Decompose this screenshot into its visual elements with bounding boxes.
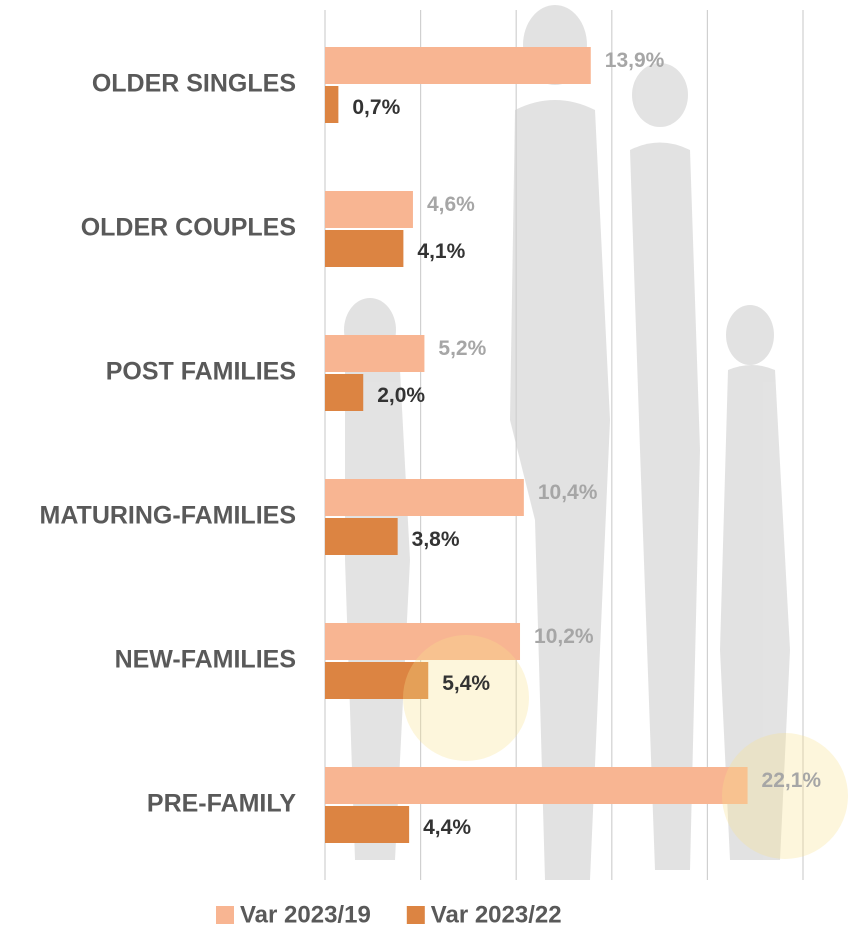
legend-swatch (216, 906, 234, 924)
value-label: 5,4% (442, 672, 490, 695)
value-label: 2,0% (377, 384, 425, 407)
chart: OLDER SINGLES 13,9% 0,7% OLDER COUPLES 4,6% 4… (0, 0, 848, 940)
value-label: 0,7% (352, 96, 400, 119)
bar (325, 335, 424, 372)
bar (325, 767, 748, 804)
value-label: 10,2% (534, 625, 594, 648)
value-label: 5,2% (438, 337, 486, 360)
legend: Var 2023/19 Var 2023/22 (216, 901, 562, 928)
category-label: NEW-FAMILIES (115, 646, 296, 674)
bar (325, 479, 524, 516)
legend-label: Var 2023/19 (240, 901, 371, 928)
value-label: 4,1% (417, 240, 465, 263)
background-silhouettes (344, 5, 790, 880)
category-label: OLDER COUPLES (81, 214, 296, 242)
bar (325, 374, 363, 411)
value-label: 3,8% (412, 528, 460, 551)
bar (325, 47, 591, 84)
category-label: MATURING-FAMILIES (40, 502, 296, 530)
bar (325, 191, 413, 228)
legend-swatch (407, 906, 425, 924)
category-label: OLDER SINGLES (92, 70, 296, 98)
value-label: 4,6% (427, 193, 475, 216)
bar (325, 518, 398, 555)
category-label: PRE-FAMILY (147, 790, 296, 818)
category-label: POST FAMILIES (106, 358, 296, 386)
legend-label: Var 2023/22 (431, 901, 562, 928)
bar (325, 806, 409, 843)
value-label: 13,9% (605, 49, 665, 72)
bar (325, 86, 338, 123)
bar (325, 230, 403, 267)
value-label: 22,1% (762, 769, 822, 792)
value-label: 10,4% (538, 481, 598, 504)
value-label: 4,4% (423, 816, 471, 839)
